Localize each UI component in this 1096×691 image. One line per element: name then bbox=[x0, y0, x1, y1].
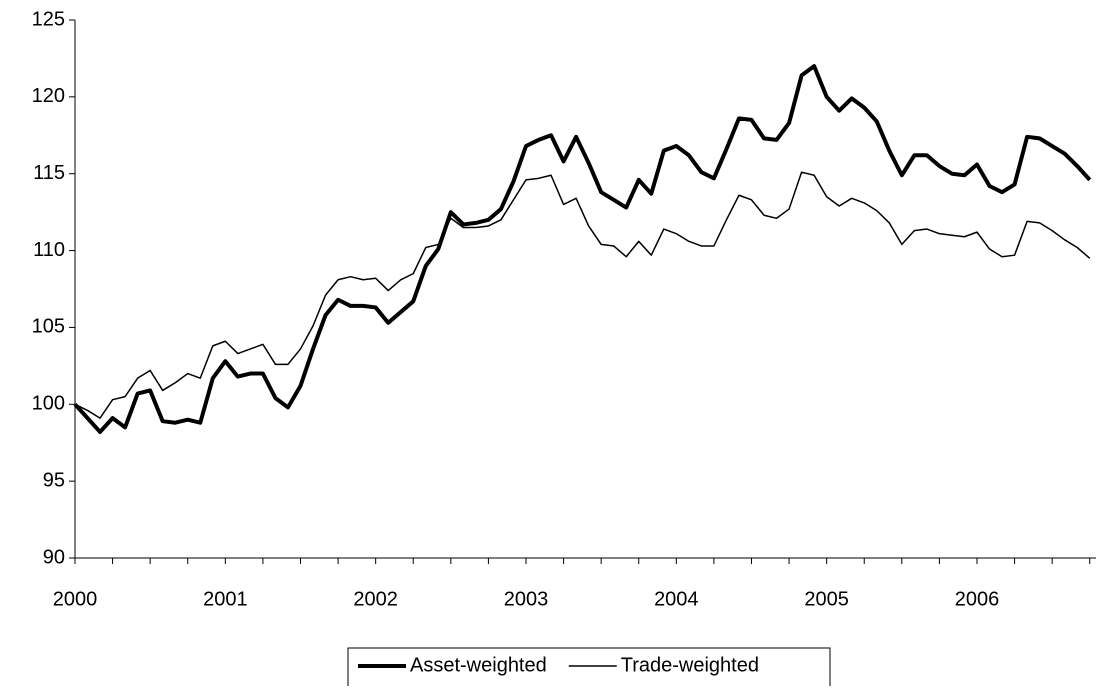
x-tick-label: 2005 bbox=[804, 588, 849, 610]
y-tick-label: 125 bbox=[32, 8, 65, 30]
y-tick-label: 95 bbox=[43, 469, 65, 491]
legend-box bbox=[347, 647, 831, 689]
legend-label: Trade-weighted bbox=[621, 654, 759, 676]
y-tick-label: 115 bbox=[33, 162, 65, 184]
line-series bbox=[73, 64, 1092, 434]
y-tick-label: 120 bbox=[32, 85, 65, 107]
line-series bbox=[74, 171, 1091, 419]
x-tick-label: 2006 bbox=[955, 588, 1000, 610]
x-tick-label: 2004 bbox=[654, 588, 699, 610]
x-tick-label: 2003 bbox=[504, 588, 549, 610]
x-tick-label: 2001 bbox=[203, 588, 248, 610]
y-tick-label: 100 bbox=[32, 393, 65, 415]
x-tick-label: 2002 bbox=[353, 588, 398, 610]
x-tick-label: 2000 bbox=[53, 588, 98, 610]
y-tick-label: 105 bbox=[32, 316, 65, 338]
y-tick-label: 90 bbox=[43, 546, 65, 568]
legend-label: Asset-weighted bbox=[410, 654, 547, 676]
y-tick-label: 110 bbox=[33, 239, 65, 261]
